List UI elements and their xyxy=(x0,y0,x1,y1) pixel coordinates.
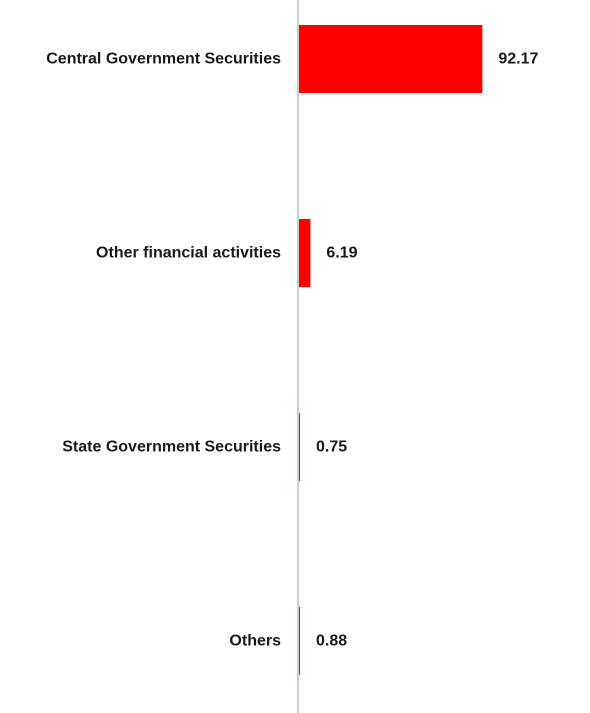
category-label-3: Others xyxy=(229,633,281,650)
bars-layer xyxy=(298,25,483,675)
value-label-0: 92.17 xyxy=(498,51,538,68)
value-label-2: 0.75 xyxy=(316,439,347,456)
category-label-1: Other financial activities xyxy=(96,245,281,262)
value-label-1: 6.19 xyxy=(326,245,357,262)
bar-1 xyxy=(298,219,311,287)
category-label-0: Central Government Securities xyxy=(46,51,281,68)
value-label-3: 0.88 xyxy=(316,633,347,650)
category-label-2: State Government Securities xyxy=(62,439,281,456)
labels-layer: Central Government Securities 92.17 Other … xyxy=(46,51,538,650)
bar-0 xyxy=(298,25,483,93)
